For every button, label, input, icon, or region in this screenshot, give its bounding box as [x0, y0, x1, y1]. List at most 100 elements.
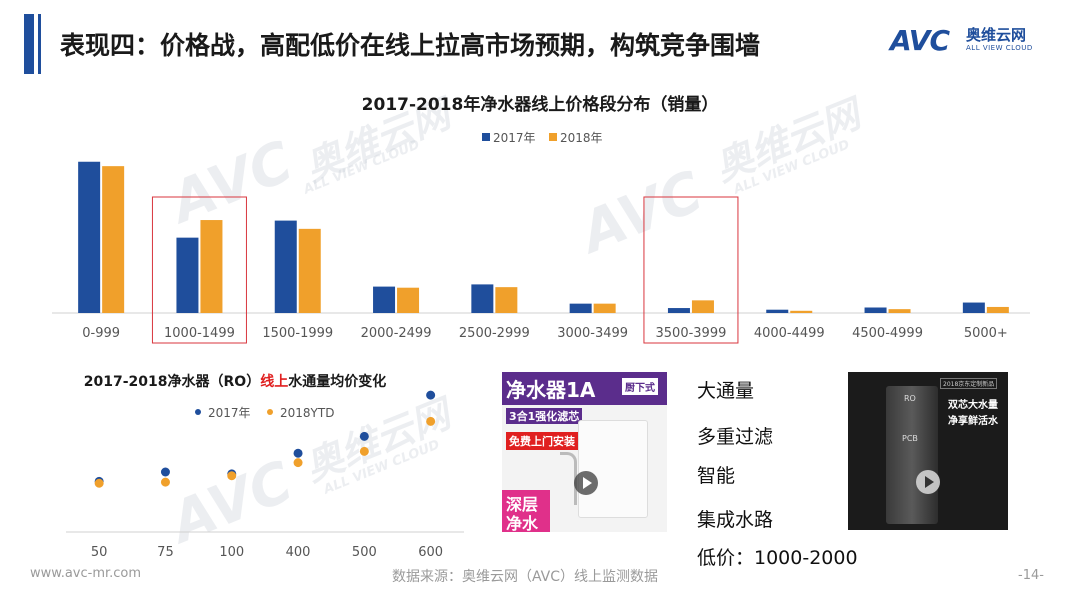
x-tick-label: 50 [91, 545, 108, 560]
product2-slogan-line1: 双芯大水量 [948, 400, 998, 411]
product1-subtitle: 3合1强化滤芯 [506, 408, 583, 424]
x-tick-labels: 50 75 100 400 500 600 [91, 545, 443, 560]
legend-label-2017: 2017年 [208, 406, 251, 420]
x-tick-label: 1500-1999 [262, 326, 333, 341]
bar-2018 [298, 228, 321, 313]
header-accent-bar [24, 14, 34, 74]
point-2017 [359, 431, 369, 441]
page-title: 表现四：价格战，高配低价在线上拉高市场预期，构筑竞争围墙 [60, 31, 761, 60]
bars [78, 161, 1009, 313]
feature-item: 多重过滤 [697, 426, 774, 448]
point-2018ytd [359, 446, 369, 456]
product1-bottom-line1: 深层 [506, 495, 539, 514]
legend-label-2017: 2017年 [493, 131, 536, 145]
x-tick-label: 500 [352, 545, 377, 560]
title-part-3: 水通量均价变化 [288, 373, 386, 390]
x-tick-label: 1000-1499 [164, 326, 235, 341]
x-tick-label: 5000+ [964, 326, 1008, 341]
price-distribution-bar-chart: 2017-2018年净水器线上价格段分布（销量） 2017年 2018年 0-9… [52, 94, 1030, 344]
bar-2017 [373, 286, 396, 313]
point-2018ytd [160, 477, 170, 487]
product2-tag: 2018京东定制新品 [940, 378, 998, 389]
bar-2018 [986, 306, 1009, 313]
product1-device [578, 420, 648, 518]
feature-item: 低价：1000-2000 [697, 547, 858, 569]
point-2017 [293, 448, 303, 458]
chart-title: 2017-2018净水器（RO）线上水通量均价变化 [84, 373, 386, 390]
x-tick-label: 4500-4999 [852, 326, 923, 341]
data-source: 数据来源：奥维云网（AVC）线上监测数据 [392, 569, 659, 585]
product2-panel-ro: RO [904, 394, 916, 403]
bar-2017 [274, 220, 297, 313]
legend-marker-2018 [267, 409, 273, 415]
avc-logo: AVC 奥维云网 ALL VIEW CLOUD [890, 24, 1032, 60]
bar-2017 [667, 308, 690, 313]
bar-2017 [962, 302, 985, 313]
feature-item: 智能 [697, 465, 736, 487]
bar-2018 [790, 310, 813, 313]
feature-item: 大通量 [697, 380, 755, 402]
product-image-1: 净水器1A 厨下式 3合1强化滤芯 免费上门安装 深层 净水 [502, 372, 667, 532]
product-image-2: RO PCB 2018京东定制新品 双芯大水量 净享鲜活水 [848, 372, 1008, 530]
x-tick-label: 2000-2499 [361, 326, 432, 341]
bar-2018 [200, 220, 223, 313]
bar-2017 [569, 303, 592, 313]
chart-legend: 2017年 2018年 [482, 131, 603, 145]
legend-label-2018: 2018年 [560, 131, 603, 145]
title-part-1: 2017-2018净水器（RO） [84, 373, 260, 390]
x-tick-label: 400 [286, 545, 311, 560]
title-part-online: 线上 [260, 373, 288, 390]
point-2018ytd [227, 471, 237, 481]
logo-brand: AVC [890, 24, 950, 57]
point-2017 [426, 390, 436, 400]
bar-2018 [397, 287, 420, 313]
point-2018ytd [426, 416, 436, 426]
bar-2018 [888, 309, 911, 313]
logo-cn: 奥维云网 [966, 26, 1027, 44]
product2-panel-pcb: PCB [902, 434, 918, 443]
header-accent-bar-thin [38, 14, 41, 74]
x-tick-label: 0-999 [82, 326, 120, 341]
point-2018ytd [293, 458, 303, 468]
highlight-box [151, 196, 247, 344]
product1-promo: 免费上门安装 [506, 432, 578, 450]
scatter-points [94, 390, 436, 488]
x-tick-label: 2500-2999 [459, 326, 530, 341]
chart-legend: 2017年 2018YTD [195, 406, 334, 420]
legend-marker-2017 [195, 409, 201, 415]
footer-url: www.avc-mr.com [30, 566, 142, 581]
product1-bottom-line2: 净水 [506, 514, 539, 532]
logo-en: ALL VIEW CLOUD [966, 44, 1033, 52]
x-tick-label: 600 [418, 545, 443, 560]
x-tick-label: 75 [157, 545, 174, 560]
product1-tag: 厨下式 [622, 378, 658, 395]
page-number: -14- [1018, 568, 1044, 583]
product2-device [886, 386, 938, 524]
play-icon [583, 477, 592, 489]
bar-2018 [691, 300, 714, 313]
product2-slogan-line2: 净享鲜活水 [948, 416, 998, 427]
legend-swatch-2018 [549, 133, 557, 141]
point-2018ytd [94, 478, 104, 488]
bar-2017 [864, 307, 887, 313]
highlight-box [643, 196, 739, 344]
play-icon [925, 476, 934, 488]
bar-2018 [495, 287, 518, 313]
highlight-boxes [151, 196, 739, 344]
play-button[interactable] [574, 471, 598, 495]
bar-2017 [766, 309, 789, 313]
bar-2018 [102, 166, 125, 313]
feature-item: 集成水路 [697, 509, 774, 531]
legend-swatch-2017 [482, 133, 490, 141]
bar-2017 [471, 284, 494, 313]
x-tick-labels: 0-999 1000-1499 1500-1999 2000-2499 2500-299… [82, 326, 1008, 341]
x-tick-label: 3000-3499 [557, 326, 628, 341]
legend-label-2018: 2018YTD [280, 406, 334, 420]
product1-title: 净水器1A [506, 378, 596, 402]
bar-2018 [593, 303, 616, 313]
play-button[interactable] [916, 470, 940, 494]
chart-title: 2017-2018年净水器线上价格段分布（销量） [362, 94, 719, 115]
x-tick-label: 100 [219, 545, 244, 560]
x-tick-label: 3500-3999 [656, 326, 727, 341]
bar-2017 [176, 237, 199, 313]
